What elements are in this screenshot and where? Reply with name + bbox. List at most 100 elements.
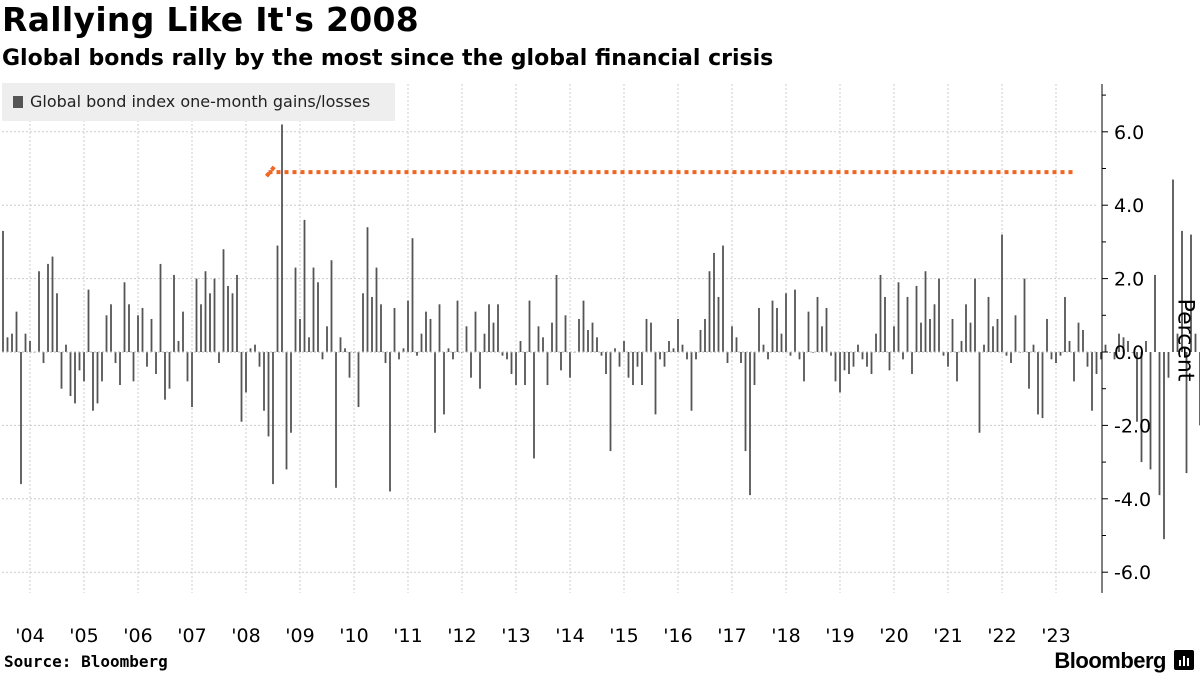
bar bbox=[767, 352, 769, 360]
bar bbox=[978, 352, 981, 433]
bar bbox=[632, 352, 634, 386]
bar bbox=[38, 271, 40, 352]
bar bbox=[749, 352, 751, 496]
bar bbox=[933, 304, 936, 352]
bar bbox=[834, 352, 837, 382]
bar bbox=[965, 304, 967, 352]
bar bbox=[123, 282, 126, 352]
bar bbox=[1055, 352, 1057, 364]
bar bbox=[1028, 352, 1030, 389]
bar bbox=[281, 124, 283, 353]
annotation-lead bbox=[264, 162, 279, 178]
bar bbox=[299, 318, 301, 352]
bar bbox=[393, 307, 396, 352]
bar bbox=[798, 352, 801, 360]
x-tick-label: '07 bbox=[177, 625, 206, 647]
bar bbox=[1145, 340, 1147, 352]
legend: Global bond index one-month gains/losses bbox=[2, 83, 395, 121]
bar bbox=[695, 352, 697, 360]
bar bbox=[141, 307, 144, 352]
bar bbox=[411, 238, 414, 352]
bar bbox=[447, 348, 450, 352]
bar bbox=[321, 352, 324, 360]
bar bbox=[974, 278, 976, 352]
bar bbox=[843, 352, 846, 371]
bar bbox=[897, 282, 900, 352]
bar bbox=[1181, 230, 1183, 352]
bar bbox=[425, 311, 427, 352]
bar bbox=[110, 304, 112, 352]
bar bbox=[191, 352, 193, 408]
bar bbox=[771, 300, 774, 352]
bar bbox=[708, 271, 711, 352]
y-tick-label: 2.0 bbox=[1114, 269, 1144, 291]
bar bbox=[947, 352, 949, 367]
bar bbox=[254, 344, 256, 352]
bar bbox=[587, 329, 589, 352]
bar bbox=[60, 352, 63, 389]
bar bbox=[920, 322, 922, 352]
bar bbox=[542, 337, 544, 352]
bar bbox=[1041, 352, 1044, 419]
bar bbox=[1005, 352, 1008, 356]
bar bbox=[20, 352, 22, 485]
bar bbox=[276, 245, 279, 352]
bar bbox=[506, 352, 508, 360]
y-tick-label: 6.0 bbox=[1114, 122, 1144, 144]
bar bbox=[1077, 322, 1080, 352]
bar bbox=[15, 311, 18, 352]
bar bbox=[69, 352, 72, 397]
bar bbox=[969, 322, 972, 352]
x-tick-label: '15 bbox=[609, 625, 638, 647]
bar bbox=[1140, 352, 1143, 463]
bar bbox=[1109, 352, 1111, 353]
bar bbox=[1136, 352, 1138, 422]
bar bbox=[731, 326, 733, 352]
bar bbox=[1073, 352, 1075, 382]
y-axis-label: Percent bbox=[1172, 298, 1198, 382]
bar bbox=[663, 352, 666, 367]
bar bbox=[132, 352, 135, 382]
bar bbox=[879, 274, 882, 352]
bar bbox=[902, 352, 904, 360]
x-tick-label: '19 bbox=[825, 625, 854, 647]
bar bbox=[866, 352, 868, 367]
bar bbox=[47, 263, 49, 352]
x-tick-label: '04 bbox=[15, 625, 44, 647]
bar bbox=[236, 274, 238, 352]
bar bbox=[1190, 234, 1192, 352]
bar bbox=[326, 326, 328, 352]
bar bbox=[438, 304, 441, 352]
bar bbox=[812, 352, 814, 353]
bar bbox=[713, 252, 715, 352]
bar bbox=[1118, 333, 1120, 352]
bar bbox=[794, 289, 796, 352]
bar bbox=[1127, 340, 1129, 352]
bar bbox=[681, 344, 684, 352]
x-tick-label: '21 bbox=[933, 625, 962, 647]
y-tick-label: -2.0 bbox=[1114, 415, 1151, 437]
bar bbox=[690, 352, 693, 411]
bar bbox=[416, 352, 418, 356]
x-tick-label: '23 bbox=[1041, 625, 1070, 647]
bar bbox=[758, 307, 760, 352]
bar bbox=[600, 352, 603, 356]
bar bbox=[146, 352, 148, 367]
bar bbox=[2, 230, 4, 352]
bar bbox=[195, 278, 198, 352]
bar bbox=[335, 352, 337, 488]
bar bbox=[528, 300, 531, 352]
bar bbox=[510, 352, 513, 375]
bar bbox=[78, 352, 81, 371]
bar bbox=[1163, 352, 1165, 540]
bar bbox=[888, 352, 891, 371]
bar bbox=[744, 352, 747, 452]
bar bbox=[474, 311, 477, 352]
bar bbox=[605, 352, 607, 375]
bar bbox=[245, 352, 247, 393]
bar bbox=[735, 337, 738, 352]
x-tick-label: '12 bbox=[447, 625, 476, 647]
bar bbox=[555, 274, 558, 352]
bar bbox=[492, 322, 495, 352]
bar bbox=[366, 227, 369, 352]
